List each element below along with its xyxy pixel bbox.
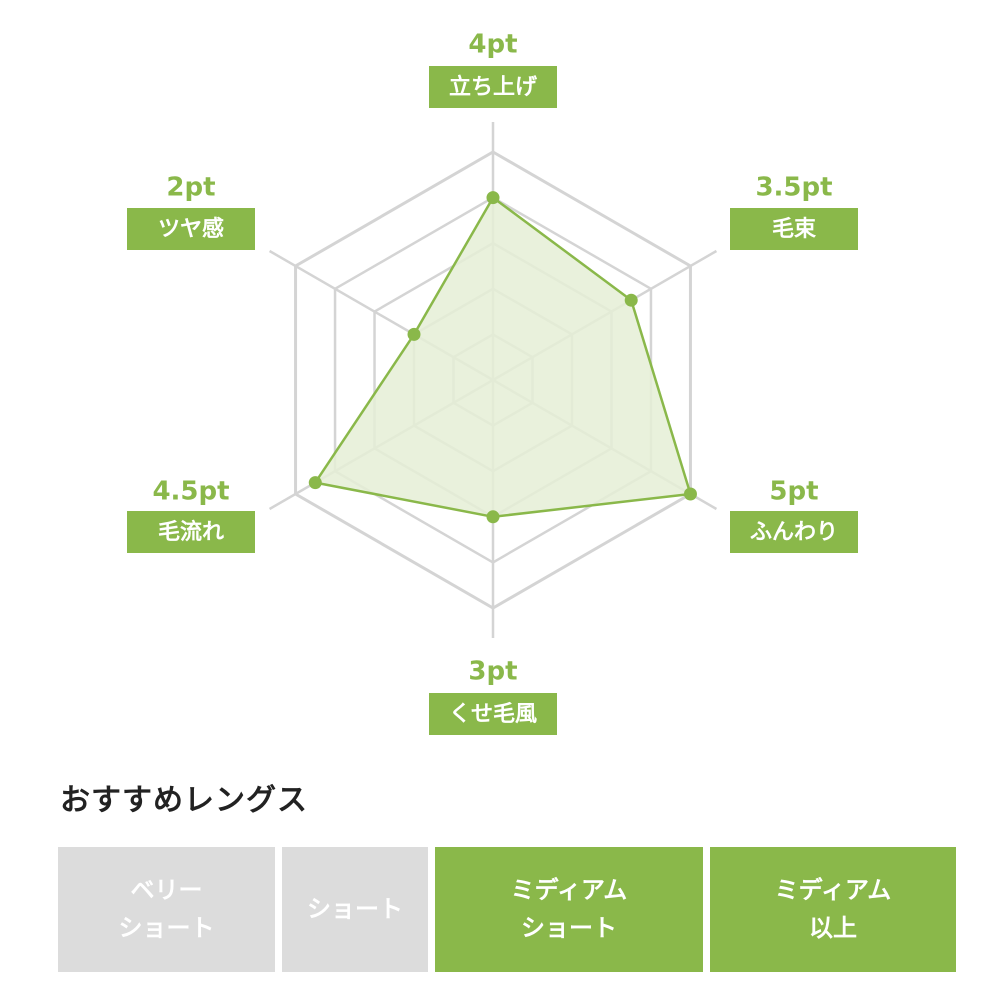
recommended-length-title: おすすめレングス xyxy=(60,783,308,818)
axis-label-group-1: 3.5pt 毛束 xyxy=(730,173,858,250)
axis-name-label: 毛流れ xyxy=(158,519,224,545)
recommended-length-options: ベリー ショート ショート ミディアム ショート ミディアム 以上 xyxy=(58,847,956,972)
radar-labels: 4pt 立ち上げ 3.5pt 毛束 5pt ふんわり 3pt くせ毛風 4.5pt 毛流れ 2pt ツ… xyxy=(127,30,858,735)
axis-name-label: ツヤ感 xyxy=(158,216,224,242)
data-point-2 xyxy=(683,487,697,501)
axis-value-label: 3pt xyxy=(468,657,517,687)
axis-label-box xyxy=(127,511,255,553)
axis-label-group-4: 4.5pt 毛流れ xyxy=(127,477,255,553)
radar-chart: 4pt 立ち上げ 3.5pt 毛束 5pt ふんわり 3pt くせ毛風 4.5pt 毛流れ 2pt ツ… xyxy=(127,30,858,735)
data-point-4 xyxy=(308,476,322,490)
axis-label-group-5: 2pt ツヤ感 xyxy=(127,173,255,250)
data-point-0 xyxy=(486,191,500,205)
axis-label-box xyxy=(429,693,557,735)
axis-name-label: 毛束 xyxy=(772,216,817,242)
axis-name-label: 立ち上げ xyxy=(449,74,538,100)
length-option-3: ミディアム 以上 xyxy=(710,847,956,972)
radar-data xyxy=(308,191,697,524)
length-option-0: ベリー ショート xyxy=(58,847,275,972)
axis-name-label: くせ毛風 xyxy=(449,702,537,727)
data-area xyxy=(314,196,692,519)
axis-value-label: 2pt xyxy=(166,173,215,203)
axis-label-box xyxy=(127,208,255,250)
axis-label-box xyxy=(730,511,858,553)
axis-value-label: 4pt xyxy=(468,30,517,60)
length-option-2: ミディアム ショート xyxy=(435,847,703,972)
axis-label-box xyxy=(730,208,858,250)
axis-value-label: 5pt xyxy=(769,477,818,507)
axis-value-label: 4.5pt xyxy=(152,477,229,507)
axis-label-group-2: 5pt ふんわり xyxy=(730,477,858,553)
axis-name-label: ふんわり xyxy=(750,520,838,545)
axis-label-group-3: 3pt くせ毛風 xyxy=(429,657,557,735)
data-point-1 xyxy=(624,293,638,307)
length-option-1: ショート xyxy=(282,847,428,972)
axis-label-group-0: 4pt 立ち上げ xyxy=(429,30,557,108)
axis-value-label: 3.5pt xyxy=(755,173,832,203)
axis-label-box xyxy=(429,66,557,108)
data-point-5 xyxy=(407,327,421,341)
data-point-3 xyxy=(486,510,500,524)
